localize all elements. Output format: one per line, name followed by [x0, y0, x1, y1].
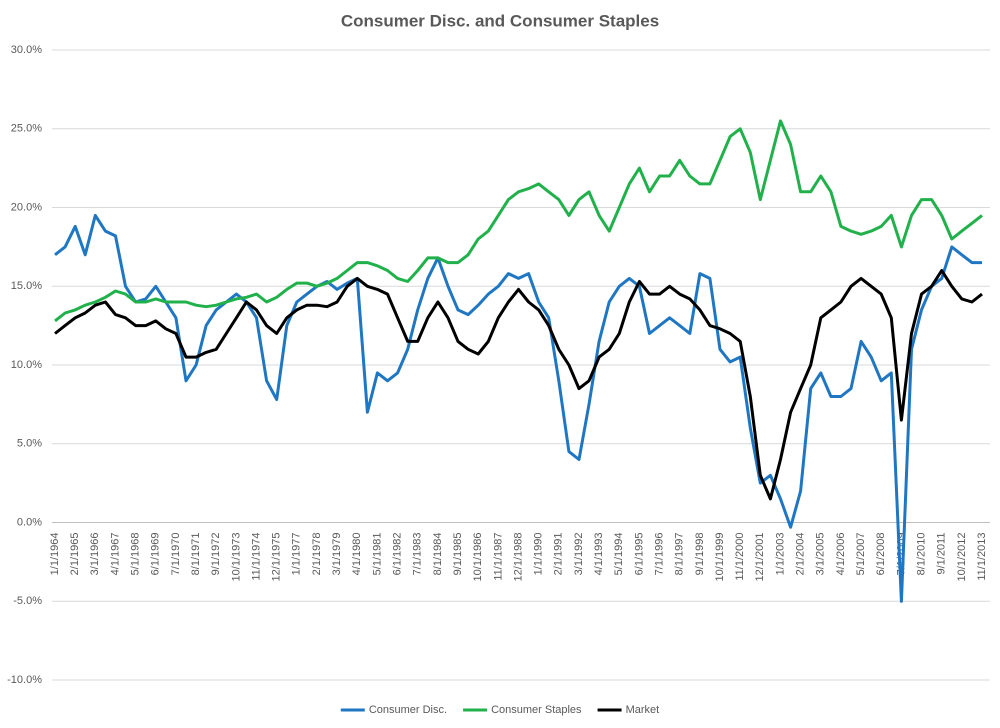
x-tick-label: 1/1/1977	[291, 533, 303, 576]
x-tick-label: 2/1/1978	[311, 533, 323, 576]
legend-label: Consumer Disc.	[369, 704, 447, 716]
x-tick-label: 1/1/1964	[49, 533, 61, 576]
legend-label: Market	[626, 704, 660, 716]
x-tick-label: 11/1/1974	[250, 533, 262, 581]
x-tick-label: 5/1/1968	[130, 533, 142, 576]
x-tick-label: 11/1/2013	[976, 533, 988, 581]
series-line	[54, 213, 982, 603]
x-tick-label: 2/1/1991	[553, 533, 565, 576]
x-tick-label: 2/1/1965	[69, 533, 81, 576]
series-line	[54, 119, 983, 323]
x-tick-label: 1/1/2003	[774, 533, 786, 576]
x-tick-label: 3/1/1979	[331, 533, 343, 576]
x-tick-label: 11/1/1987	[492, 533, 504, 581]
x-tick-label: 10/1/1986	[472, 533, 484, 582]
y-tick-label: 10.0%	[11, 359, 42, 371]
x-tick-label: 6/1/1995	[633, 533, 645, 576]
x-tick-label: 6/1/1969	[150, 533, 162, 576]
x-tick-label: 2/1/2004	[795, 533, 807, 576]
x-tick-label: 6/1/2008	[875, 533, 887, 576]
y-tick-label: 20.0%	[11, 201, 42, 213]
y-tick-label: 25.0%	[11, 123, 42, 135]
x-tick-label: 4/1/1980	[351, 533, 363, 576]
x-tick-label: 3/1/1992	[573, 533, 585, 576]
x-tick-label: 7/1/1983	[412, 533, 424, 576]
x-tick-label: 3/1/1966	[89, 533, 101, 576]
x-tick-label: 4/1/1993	[593, 533, 605, 576]
x-tick-label: 10/1/1999	[714, 533, 726, 582]
series-line	[54, 269, 983, 501]
x-tick-label: 4/1/2006	[835, 533, 847, 576]
x-tick-label: 12/1/1988	[512, 533, 524, 582]
x-tick-label: 11/1/2000	[734, 533, 746, 581]
x-tick-label: 7/1/1970	[170, 533, 182, 576]
x-tick-label: 9/1/1998	[694, 533, 706, 576]
x-tick-label: 5/1/1994	[613, 533, 625, 576]
chart-title: Consumer Disc. and Consumer Staples	[341, 11, 659, 30]
x-tick-label: 9/1/1985	[452, 533, 464, 576]
x-tick-label: 12/1/2001	[754, 533, 766, 582]
legend-label: Consumer Staples	[491, 704, 582, 716]
y-tick-label: 30.0%	[11, 44, 42, 56]
x-tick-label: 1/1/1990	[533, 533, 545, 576]
x-tick-label: 4/1/1967	[109, 533, 121, 576]
x-tick-label: 10/1/1973	[230, 533, 242, 582]
x-tick-label: 8/1/1971	[190, 533, 202, 576]
x-tick-label: 3/1/2005	[815, 533, 827, 576]
x-tick-label: 9/1/2011	[936, 533, 948, 575]
x-tick-label: 8/1/1997	[674, 533, 686, 576]
x-tick-label: 7/1/1996	[653, 533, 665, 576]
x-tick-label: 5/1/1981	[371, 533, 383, 576]
x-tick-label: 5/1/2007	[855, 533, 867, 576]
y-tick-label: -5.0%	[13, 595, 42, 607]
x-tick-label: 10/1/2012	[956, 533, 968, 582]
x-tick-label: 9/1/1972	[210, 533, 222, 576]
y-tick-label: 15.0%	[11, 280, 42, 292]
y-tick-label: -10.0%	[7, 674, 42, 686]
y-tick-label: 0.0%	[17, 516, 42, 528]
x-tick-label: 8/1/1984	[432, 533, 444, 576]
x-tick-label: 12/1/1975	[271, 533, 283, 582]
y-tick-label: 5.0%	[17, 438, 42, 450]
x-tick-label: 8/1/2010	[915, 533, 927, 576]
x-tick-label: 6/1/1982	[391, 533, 403, 576]
